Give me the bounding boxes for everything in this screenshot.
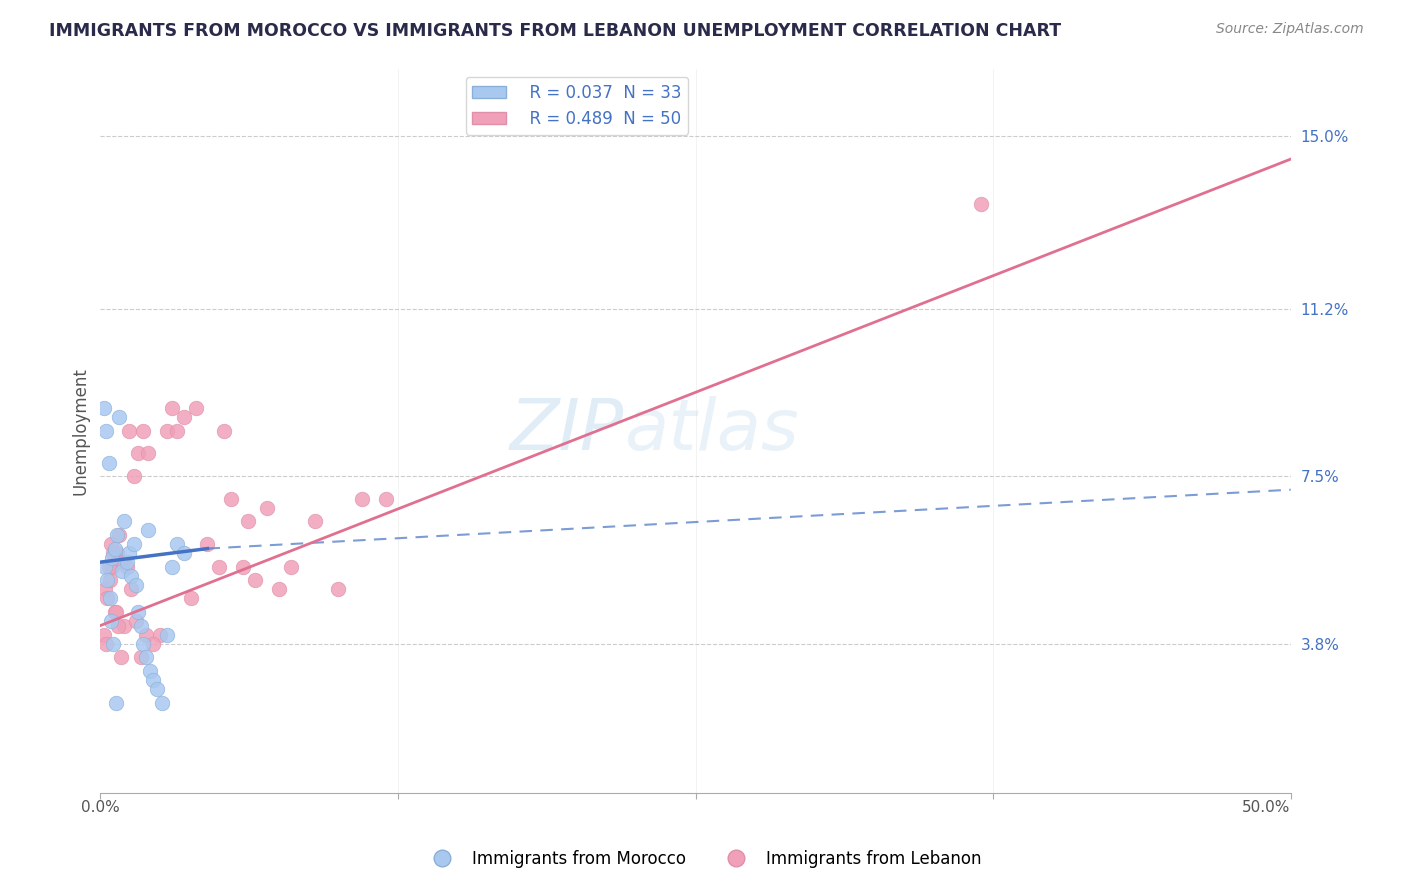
- Point: [96, 591, 118, 606]
- Point: [115, 559, 138, 574]
- Point: [142, 637, 165, 651]
- Point: [96, 424, 118, 438]
- Point: [150, 696, 173, 710]
- Point: [98, 574, 121, 588]
- Point: [100, 537, 122, 551]
- Point: [146, 681, 169, 696]
- Point: [243, 574, 266, 588]
- Point: [280, 559, 302, 574]
- Point: [129, 650, 152, 665]
- Point: [156, 627, 179, 641]
- Point: [96, 574, 118, 588]
- Point: [103, 546, 125, 560]
- Point: [129, 618, 152, 632]
- Point: [104, 605, 127, 619]
- Point: [184, 401, 207, 416]
- Point: [125, 578, 148, 592]
- Point: [166, 424, 188, 438]
- Text: 50.0%: 50.0%: [1243, 800, 1291, 815]
- Point: [108, 410, 131, 425]
- Point: [304, 515, 326, 529]
- Point: [104, 541, 127, 556]
- Point: [94, 582, 117, 597]
- Point: [105, 528, 128, 542]
- Point: [180, 591, 202, 606]
- Point: [110, 650, 132, 665]
- Point: [236, 515, 259, 529]
- Point: [120, 568, 142, 582]
- Point: [352, 491, 374, 506]
- Y-axis label: Unemployment: Unemployment: [72, 367, 89, 495]
- Point: [328, 582, 350, 597]
- Point: [160, 559, 183, 574]
- Point: [100, 614, 122, 628]
- Point: [197, 537, 219, 551]
- Point: [132, 424, 155, 438]
- Point: [122, 537, 145, 551]
- Point: [375, 491, 398, 506]
- Point: [256, 500, 278, 515]
- Point: [135, 650, 157, 665]
- Point: [98, 591, 121, 606]
- Point: [101, 559, 124, 574]
- Point: [970, 197, 993, 211]
- Point: [108, 528, 131, 542]
- Point: [118, 424, 141, 438]
- Point: [212, 424, 235, 438]
- Text: 0.0%: 0.0%: [82, 800, 120, 815]
- Point: [142, 673, 165, 687]
- Point: [97, 456, 120, 470]
- Point: [104, 605, 127, 619]
- Point: [96, 637, 118, 651]
- Point: [139, 664, 162, 678]
- Point: [107, 618, 129, 632]
- Point: [232, 559, 254, 574]
- Point: [135, 627, 157, 641]
- Point: [94, 559, 117, 574]
- Point: [173, 546, 195, 560]
- Point: [122, 469, 145, 483]
- Point: [104, 696, 127, 710]
- Point: [166, 537, 188, 551]
- Point: [112, 515, 135, 529]
- Point: [160, 401, 183, 416]
- Point: [132, 637, 155, 651]
- Text: ZIP: ZIP: [510, 396, 624, 466]
- Text: IMMIGRANTS FROM MOROCCO VS IMMIGRANTS FROM LEBANON UNEMPLOYMENT CORRELATION CHAR: IMMIGRANTS FROM MOROCCO VS IMMIGRANTS FR…: [49, 22, 1062, 40]
- Point: [127, 605, 149, 619]
- Point: [136, 524, 159, 538]
- Point: [103, 637, 125, 651]
- Point: [111, 555, 134, 569]
- Point: [97, 559, 120, 574]
- Point: [173, 410, 195, 425]
- Point: [105, 546, 128, 560]
- Point: [115, 555, 138, 569]
- Point: [118, 546, 141, 560]
- Text: Source: ZipAtlas.com: Source: ZipAtlas.com: [1216, 22, 1364, 37]
- Point: [93, 401, 115, 416]
- Text: atlas: atlas: [624, 396, 799, 466]
- Point: [101, 550, 124, 565]
- Legend:   R = 0.037  N = 33,   R = 0.489  N = 50: R = 0.037 N = 33, R = 0.489 N = 50: [465, 77, 689, 135]
- Point: [156, 424, 179, 438]
- Point: [127, 446, 149, 460]
- Point: [221, 491, 243, 506]
- Point: [136, 446, 159, 460]
- Point: [120, 582, 142, 597]
- Legend: Immigrants from Morocco, Immigrants from Lebanon: Immigrants from Morocco, Immigrants from…: [418, 844, 988, 875]
- Point: [111, 564, 134, 578]
- Point: [93, 627, 115, 641]
- Point: [208, 559, 231, 574]
- Point: [267, 582, 290, 597]
- Point: [112, 618, 135, 632]
- Point: [149, 627, 172, 641]
- Point: [125, 614, 148, 628]
